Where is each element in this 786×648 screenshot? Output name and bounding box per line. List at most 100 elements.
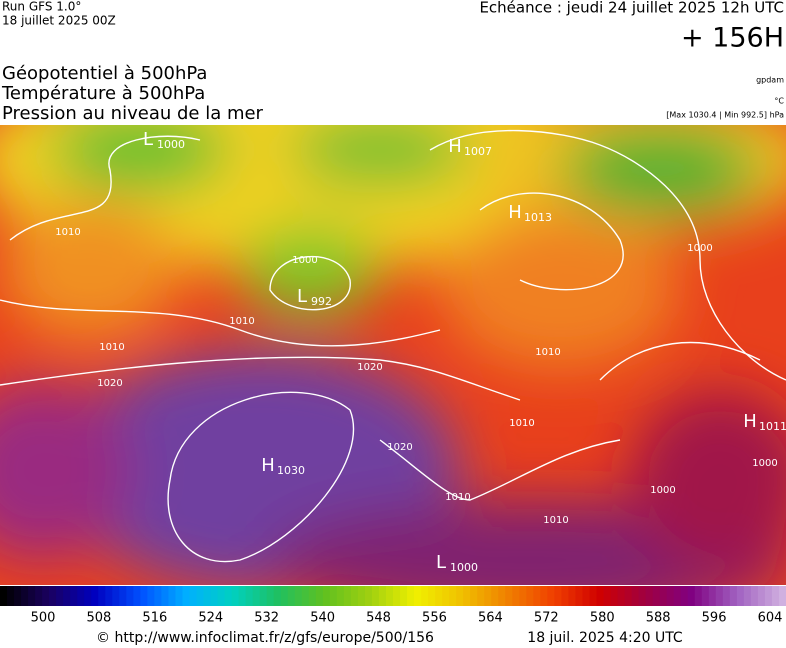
color-swatch [182, 586, 190, 606]
color-swatch [757, 586, 766, 606]
center-letter: L [297, 286, 307, 307]
color-swatch [512, 586, 520, 606]
color-swatch [652, 586, 661, 606]
color-swatch [694, 586, 703, 606]
color-swatch [519, 586, 527, 606]
center-value: 1000 [157, 138, 185, 151]
center-letter: L [143, 129, 153, 150]
colorbar: 500 508 516 524 532 540 548 556 564 572 580 588 596 6… [0, 586, 786, 626]
colorbar-label: 508 [87, 611, 112, 626]
colorbar-label: 588 [646, 611, 671, 626]
center-letter: H [743, 411, 757, 432]
lead-time: + 156H [681, 23, 784, 54]
color-swatch [210, 586, 219, 606]
color-swatch [301, 586, 310, 606]
color-swatch [750, 586, 759, 606]
color-swatch [722, 586, 731, 606]
colorbar-label: 532 [254, 611, 279, 626]
color-swatch [743, 586, 752, 606]
color-swatch [308, 586, 317, 606]
color-swatch [161, 586, 169, 606]
color-swatch [77, 586, 85, 606]
color-swatch [112, 586, 120, 606]
color-swatch [666, 586, 675, 606]
isobar-label: 1020 [387, 442, 412, 453]
color-swatch [371, 586, 380, 606]
center-letter: H [508, 202, 522, 223]
color-swatch [610, 586, 619, 606]
color-swatch [196, 586, 205, 606]
color-swatch [28, 586, 36, 606]
isobar-label: 1000 [687, 243, 712, 254]
unit: [Max 1030.4 | Min 992.5] hPa [666, 111, 784, 120]
colorbar-label: 564 [478, 611, 503, 626]
center-value: 1000 [450, 561, 478, 574]
temperature-field [0, 125, 786, 585]
color-swatch [217, 586, 226, 606]
colorbar-label: 596 [702, 611, 727, 626]
color-swatch [343, 586, 352, 606]
color-swatch [456, 586, 464, 606]
color-swatch [287, 586, 296, 606]
color-swatch [491, 586, 499, 606]
color-swatch [245, 586, 254, 606]
color-swatch [778, 586, 786, 606]
center-value: 1013 [524, 211, 552, 224]
color-swatch [154, 586, 162, 606]
color-swatch [463, 586, 471, 606]
color-swatch [231, 586, 240, 606]
color-swatch [147, 586, 155, 606]
color-swatch [140, 586, 148, 606]
color-swatch [736, 586, 745, 606]
title-line: Pression au niveau de la mer [2, 103, 264, 124]
color-swatch [133, 586, 141, 606]
color-swatch [477, 586, 485, 606]
color-swatch [631, 586, 640, 606]
color-swatch [91, 586, 99, 606]
color-swatch [175, 586, 183, 606]
color-swatch [364, 586, 373, 606]
color-swatch [49, 586, 57, 606]
color-swatch [484, 586, 492, 606]
colorbar-label: 604 [758, 611, 783, 626]
color-swatch [582, 586, 590, 606]
color-swatch [280, 586, 289, 606]
title-line: Température à 500hPa [1, 83, 205, 104]
color-swatch [238, 586, 247, 606]
footer-time: 18 juil. 2025 4:20 UTC [527, 630, 683, 646]
color-swatch [126, 586, 134, 606]
color-swatch [414, 586, 422, 606]
color-swatch [252, 586, 261, 606]
color-swatch [673, 586, 682, 606]
colorbar-label: 500 [31, 611, 56, 626]
color-swatch [259, 586, 268, 606]
center-value: 1011 [759, 420, 786, 433]
color-swatch [449, 586, 457, 606]
footer-url: © http://www.infoclimat.fr/z/gfs/europe/… [96, 630, 434, 646]
center-value: 1007 [464, 145, 492, 158]
isobar-label: 1010 [535, 347, 560, 358]
color-swatch [315, 586, 324, 606]
color-swatch [603, 586, 612, 606]
color-swatch [421, 586, 429, 606]
color-swatch [168, 586, 176, 606]
color-swatch [428, 586, 436, 606]
isobar-label: 1020 [357, 362, 382, 373]
colorbar-label: 580 [590, 611, 615, 626]
color-swatch [617, 586, 626, 606]
map [0, 125, 786, 585]
center-letter: H [261, 455, 275, 476]
color-swatch [568, 586, 576, 606]
color-swatch [526, 586, 534, 606]
isobar-label: 1010 [55, 227, 80, 238]
color-swatch [442, 586, 450, 606]
color-swatch [119, 586, 127, 606]
color-swatch [701, 586, 710, 606]
color-swatch [224, 586, 233, 606]
color-swatch [435, 586, 443, 606]
color-swatch [42, 586, 50, 606]
run-date: 18 juillet 2025 00Z [2, 14, 116, 28]
color-swatch [687, 586, 696, 606]
color-swatch [35, 586, 43, 606]
